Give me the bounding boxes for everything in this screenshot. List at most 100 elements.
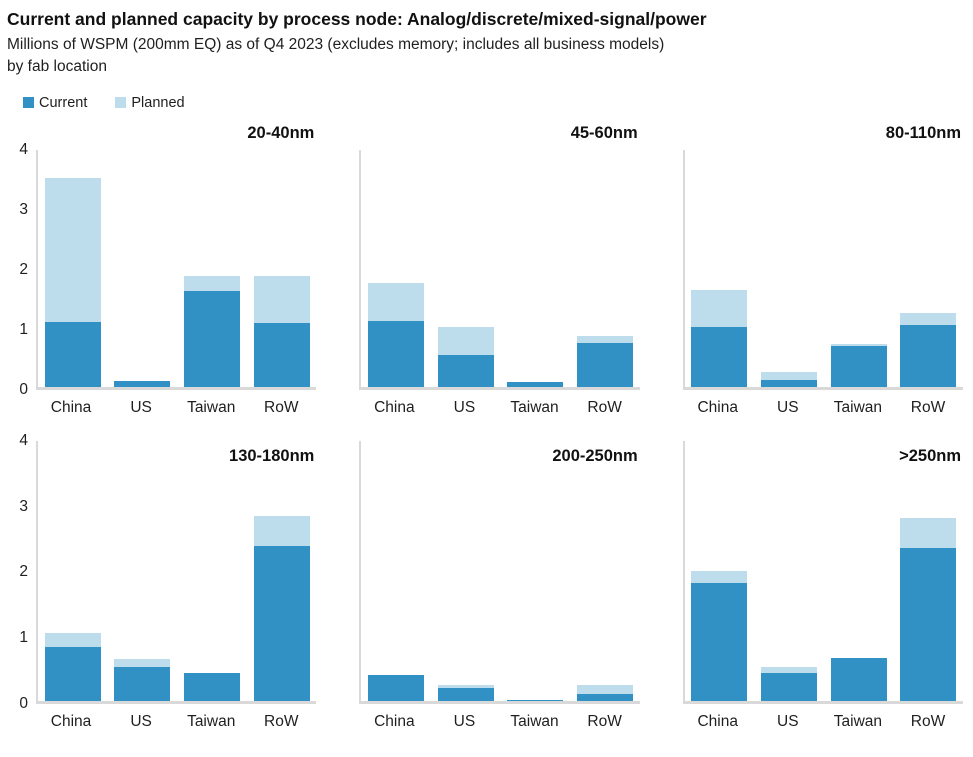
bar-slot-row	[247, 441, 317, 701]
bar-slot-china	[685, 441, 755, 701]
bar-segment-current	[44, 321, 101, 387]
subchart-title: 130-180nm	[229, 446, 315, 465]
y-tick-label-4: 4	[19, 431, 28, 449]
category-label-china: China	[697, 398, 738, 416]
bar-slot-taiwan	[500, 441, 570, 701]
stacked-bar-row	[900, 312, 957, 387]
y-axis-gutter	[654, 441, 683, 731]
bar-segment-planned	[576, 684, 633, 694]
stacked-bar-taiwan	[507, 699, 564, 701]
bar-segment-planned	[761, 666, 818, 673]
stacked-bar-china	[691, 570, 748, 701]
bar-segment-planned	[830, 343, 887, 346]
legend-planned-label: Planned	[131, 94, 185, 111]
bar-slot-us	[754, 150, 824, 387]
bar-slot-row	[570, 441, 640, 701]
y-tick-label-2: 2	[19, 260, 28, 278]
category-label-row: RoW	[910, 712, 946, 730]
subtitle-line-1: Millions of WSPM (200mm EQ) as of Q4 202…	[7, 35, 665, 53]
subchart-title: 20-40nm	[247, 123, 315, 142]
category-label-us: US	[777, 712, 799, 730]
bar-segment-planned	[183, 275, 240, 291]
subchart-main: 20-40nm China US Taiwan RoW	[36, 123, 317, 417]
category-label-taiwan: Taiwan	[510, 398, 559, 416]
bar-segment-planned	[368, 282, 425, 321]
bar-slot-taiwan	[177, 441, 247, 701]
subchart-title: >250nm	[899, 446, 961, 465]
planned-swatch-icon	[115, 97, 127, 109]
bar-slot-taiwan	[500, 150, 570, 387]
subchart-250nm: >250nm China US Taiwan RoW	[654, 440, 963, 731]
stacked-bar-us	[437, 684, 494, 701]
stacked-bar-china	[368, 282, 425, 387]
plot-area	[36, 440, 317, 704]
bar-segment-current	[576, 342, 633, 387]
bars-row	[38, 441, 316, 701]
page-title: Current and planned capacity by process …	[7, 9, 707, 29]
bar-segment-current	[183, 672, 240, 701]
bar-slot-us	[431, 150, 501, 387]
category-labels: China US Taiwan RoW	[36, 399, 316, 417]
subtitle-line-2: by fab location	[7, 57, 107, 75]
subchart-80-110nm: 80-110nm China US Taiwan RoW	[654, 124, 963, 417]
plot-area	[36, 149, 317, 390]
category-label-us: US	[777, 398, 799, 416]
charts-grid: 4 3 2 1 0 20-40nm China US Taiwan RoW 45-60nm China…	[7, 124, 963, 731]
category-label-row: RoW	[910, 398, 946, 416]
y-axis-gutter: 4 3 2 1 0	[7, 432, 36, 731]
stacked-bar-taiwan	[507, 381, 564, 387]
subchart-main: 80-110nm China US Taiwan RoW	[682, 124, 963, 417]
y-axis-gutter: 4 3 2 1 0	[7, 124, 36, 417]
bar-segment-current	[830, 345, 887, 387]
bar-slot-us	[108, 150, 178, 387]
stacked-bar-china	[368, 674, 425, 701]
bar-slot-row	[893, 150, 963, 387]
bar-segment-current	[437, 354, 494, 387]
bar-slot-china	[38, 441, 108, 701]
category-label-row: RoW	[264, 712, 299, 730]
bar-segment-current	[761, 379, 818, 387]
category-labels: China US Taiwan RoW	[683, 713, 963, 731]
category-labels: China US Taiwan RoW	[683, 399, 963, 417]
legend-current-label: Current	[39, 94, 88, 111]
bar-slot-us	[754, 441, 824, 701]
y-tick-label-1: 1	[19, 629, 28, 646]
category-label-us: US	[453, 398, 476, 416]
bar-slot-taiwan	[824, 441, 894, 701]
bar-segment-planned	[576, 335, 633, 343]
legend: Current Planned	[23, 95, 973, 111]
bar-segment-current	[576, 693, 633, 701]
bars-row	[38, 150, 316, 387]
bar-segment-planned	[691, 289, 748, 327]
bar-segment-current	[253, 545, 310, 701]
stacked-bar-row	[576, 684, 633, 701]
stacked-bar-row	[576, 335, 633, 387]
bar-segment-planned	[44, 632, 101, 647]
stacked-bar-row	[253, 515, 310, 701]
category-label-china: China	[50, 712, 92, 730]
plot-area	[359, 149, 640, 390]
category-labels: China US Taiwan RoW	[36, 713, 316, 731]
category-label-us: US	[130, 712, 152, 730]
y-tick-label-0: 0	[19, 694, 28, 712]
bar-segment-current	[114, 380, 171, 387]
y-tick-label-3: 3	[19, 200, 28, 218]
subchart-title: 200-250nm	[552, 446, 638, 465]
plot-area	[682, 149, 963, 390]
bar-segment-current	[437, 687, 494, 701]
y-tick-label-1: 1	[19, 320, 28, 338]
y-tick-label-2: 2	[19, 563, 28, 581]
stacked-bar-us	[761, 666, 818, 701]
subchart-main: 130-180nm China US Taiwan RoW	[36, 440, 317, 731]
stacked-bar-us	[114, 380, 171, 387]
category-label-taiwan: Taiwan	[187, 398, 236, 416]
stacked-bar-china	[44, 632, 101, 701]
category-label-china: China	[697, 712, 738, 730]
bars-row	[685, 441, 963, 701]
bar-slot-china	[38, 150, 108, 387]
category-label-row: RoW	[264, 398, 299, 416]
stacked-bar-us	[761, 371, 818, 387]
bar-slot-taiwan	[177, 150, 247, 387]
bar-segment-current	[830, 657, 887, 701]
